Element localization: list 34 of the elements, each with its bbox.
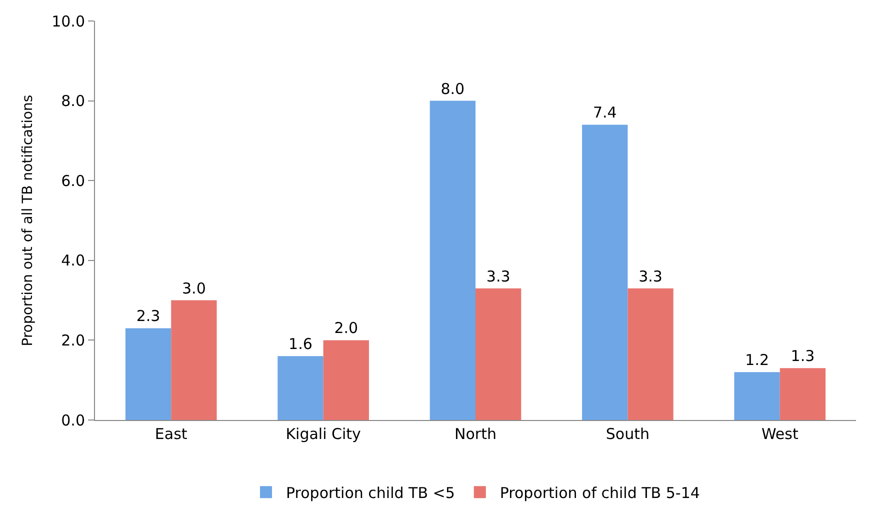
- bar: [430, 100, 476, 420]
- bar: [628, 288, 674, 420]
- x-tick-label: South: [606, 425, 650, 443]
- data-label: 3.3: [638, 267, 662, 286]
- legend-label: Proportion of child TB 5-14: [500, 484, 700, 502]
- data-label: 2.3: [136, 307, 160, 326]
- y-tick-label: 10.0: [52, 12, 85, 30]
- x-tick-label: Kigali City: [286, 425, 362, 443]
- bar: [734, 372, 780, 420]
- x-tick-label: East: [154, 425, 188, 443]
- bar: [582, 124, 628, 420]
- bar: [125, 328, 172, 420]
- data-label: 7.4: [592, 104, 617, 122]
- x-tick-label: West: [761, 425, 798, 443]
- data-label: 8.0: [440, 80, 465, 98]
- bar: [476, 288, 522, 420]
- y-tick-label: 4.0: [61, 252, 85, 270]
- bar: [171, 300, 217, 420]
- bar: [780, 368, 826, 420]
- bar: [278, 356, 324, 420]
- data-label: 1.6: [288, 335, 312, 354]
- legend-label: Proportion child TB <5: [286, 484, 455, 502]
- data-label: 2.0: [334, 319, 358, 338]
- y-tick-label: 6.0: [61, 172, 85, 190]
- x-tick-label: North: [454, 425, 496, 443]
- data-label: 1.2: [745, 351, 769, 370]
- bar: [323, 340, 369, 420]
- data-label: 3.0: [182, 279, 206, 298]
- y-tick-label: 8.0: [61, 92, 85, 110]
- data-label: 1.3: [790, 347, 815, 366]
- y-tick-label: 2.0: [61, 331, 85, 350]
- y-axis-title: Proportion out of all TB notifications: [20, 94, 36, 346]
- y-tick-label: 0.0: [61, 411, 85, 430]
- data-label: 3.3: [486, 267, 510, 286]
